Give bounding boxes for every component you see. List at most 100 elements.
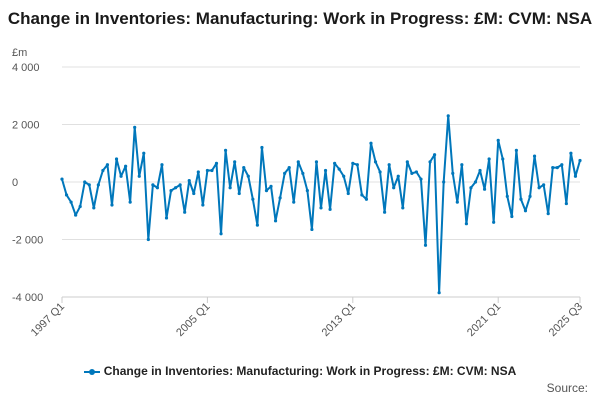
data-point[interactable] xyxy=(383,210,387,214)
data-point[interactable] xyxy=(105,163,110,167)
data-point[interactable] xyxy=(178,183,182,187)
data-point[interactable] xyxy=(451,171,455,175)
data-point[interactable] xyxy=(205,168,210,173)
data-point[interactable] xyxy=(283,171,287,175)
data-point[interactable] xyxy=(319,206,323,210)
data-point[interactable] xyxy=(373,160,378,164)
data-point[interactable] xyxy=(355,163,359,167)
data-point[interactable] xyxy=(146,237,150,242)
data-point[interactable] xyxy=(310,227,314,232)
data-point[interactable] xyxy=(478,168,482,173)
data-point[interactable] xyxy=(378,170,382,174)
data-point[interactable] xyxy=(219,232,223,236)
data-point[interactable] xyxy=(137,174,141,178)
data-point[interactable] xyxy=(237,191,241,196)
data-point[interactable] xyxy=(164,216,169,220)
data-point[interactable] xyxy=(292,200,296,204)
data-point[interactable] xyxy=(551,166,555,170)
data-point[interactable] xyxy=(473,180,478,184)
data-point[interactable] xyxy=(446,114,450,118)
data-point[interactable] xyxy=(173,186,178,190)
data-point[interactable] xyxy=(78,204,82,209)
data-point[interactable] xyxy=(328,207,332,211)
data-point[interactable] xyxy=(251,197,255,201)
data-point[interactable] xyxy=(296,160,300,164)
data-point[interactable] xyxy=(151,183,155,187)
data-point[interactable] xyxy=(510,214,514,219)
data-point[interactable] xyxy=(460,163,464,167)
data-point[interactable] xyxy=(519,197,523,201)
data-point[interactable] xyxy=(396,174,400,178)
data-point[interactable] xyxy=(333,161,337,165)
data-point[interactable] xyxy=(505,194,509,198)
data-point[interactable] xyxy=(210,168,214,173)
data-point[interactable] xyxy=(301,171,305,175)
data-point[interactable] xyxy=(537,186,541,190)
data-point[interactable] xyxy=(101,168,105,173)
data-point[interactable] xyxy=(442,180,446,184)
data-point[interactable] xyxy=(437,291,441,295)
data-point[interactable] xyxy=(501,157,505,161)
data-point[interactable] xyxy=(564,201,568,206)
data-point[interactable] xyxy=(273,219,278,223)
data-point[interactable] xyxy=(264,189,269,193)
data-point[interactable] xyxy=(142,151,146,155)
data-point[interactable] xyxy=(555,166,559,170)
data-point[interactable] xyxy=(133,125,137,129)
data-point[interactable] xyxy=(124,164,128,168)
data-point[interactable] xyxy=(573,174,578,178)
data-point[interactable] xyxy=(469,186,473,190)
data-point[interactable] xyxy=(401,206,405,210)
data-point[interactable] xyxy=(410,171,414,175)
data-point[interactable] xyxy=(314,160,319,164)
data-point[interactable] xyxy=(60,177,64,181)
data-point[interactable] xyxy=(414,170,419,174)
data-point[interactable] xyxy=(542,183,546,187)
legend[interactable]: Change in Inventories: Manufacturing: Wo… xyxy=(0,364,600,378)
data-point[interactable] xyxy=(278,196,282,200)
data-point[interactable] xyxy=(128,200,132,204)
data-point[interactable] xyxy=(255,223,259,227)
data-point[interactable] xyxy=(569,151,573,155)
data-point[interactable] xyxy=(423,243,428,247)
data-point[interactable] xyxy=(196,170,200,174)
data-point[interactable] xyxy=(560,163,564,167)
data-point[interactable] xyxy=(496,138,500,142)
data-point[interactable] xyxy=(305,189,309,193)
data-point[interactable] xyxy=(223,148,228,152)
data-point[interactable] xyxy=(514,148,518,152)
data-point[interactable] xyxy=(351,161,355,165)
data-point[interactable] xyxy=(492,220,496,224)
data-point[interactable] xyxy=(405,160,409,164)
data-point[interactable] xyxy=(233,160,237,164)
data-point[interactable] xyxy=(201,203,205,207)
data-point[interactable] xyxy=(269,184,273,188)
data-point[interactable] xyxy=(169,189,173,193)
data-point[interactable] xyxy=(387,163,391,167)
data-point[interactable] xyxy=(323,168,328,173)
data-point[interactable] xyxy=(487,157,491,161)
data-point[interactable] xyxy=(392,186,396,190)
data-point[interactable] xyxy=(464,222,469,226)
data-point[interactable] xyxy=(260,145,264,150)
data-point[interactable] xyxy=(528,194,532,198)
data-point[interactable] xyxy=(114,157,119,161)
data-point[interactable] xyxy=(523,209,528,213)
data-point[interactable] xyxy=(69,200,73,204)
data-point[interactable] xyxy=(455,200,459,204)
data-point[interactable] xyxy=(183,210,187,214)
data-point[interactable] xyxy=(346,191,350,196)
data-point[interactable] xyxy=(364,197,369,201)
data-point[interactable] xyxy=(155,186,160,190)
data-point[interactable] xyxy=(287,166,291,170)
data-point[interactable] xyxy=(119,174,123,178)
data-point[interactable] xyxy=(187,178,191,183)
data-point[interactable] xyxy=(546,212,550,216)
data-point[interactable] xyxy=(214,161,219,165)
data-point[interactable] xyxy=(74,213,78,217)
data-point[interactable] xyxy=(87,183,91,187)
data-point[interactable] xyxy=(578,158,582,163)
data-point[interactable] xyxy=(532,154,537,158)
data-point[interactable] xyxy=(110,203,114,207)
data-point[interactable] xyxy=(428,160,432,164)
